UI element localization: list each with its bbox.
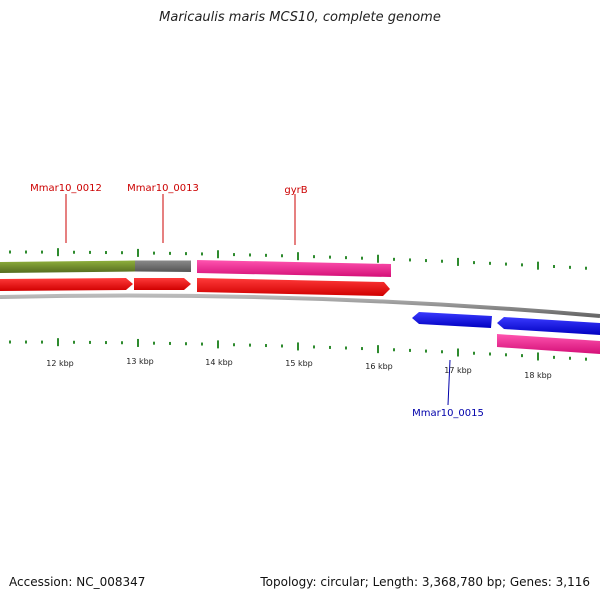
leader-mmar10-0015 [447,359,451,406]
scale-label-15kbp: 15 kbp [285,359,313,368]
footer-stats: Topology: circular; Length: 3,368,780 bp… [260,575,590,589]
scale-label-18kbp: 18 kbp [524,371,552,380]
scale-label-17kbp: 17 kbp [444,366,472,375]
cds-arrow-mmar10-0012[interactable] [0,278,133,291]
gene-label-gyrb[interactable]: gyrB [284,185,307,196]
outer-tick-ring [9,248,587,270]
cds-arrow-reverse-next[interactable] [497,317,600,335]
scale-label-12kbp: 12 kbp [46,359,74,368]
feature-block-pink[interactable] [197,260,391,277]
feature-block-green[interactable] [0,260,135,274]
gene-label-mmar10-0013[interactable]: Mmar10_0013 [127,183,199,194]
feature-block-pink-lower[interactable] [497,334,600,354]
cds-arrow-mmar10-0013[interactable] [134,278,191,290]
cds-arrow-gyrb[interactable] [197,278,390,296]
genome-backbone [0,293,600,318]
gene-label-mmar10-0015[interactable]: Mmar10_0015 [412,408,484,419]
gene-label-mmar10-0012[interactable]: Mmar10_0012 [30,183,102,194]
inner-tick-ring [9,338,587,361]
feature-block-gray[interactable] [135,260,191,273]
scale-label-14kbp: 14 kbp [205,358,233,367]
footer-accession: Accession: NC_008347 [9,575,146,589]
map-title: Maricaulis maris MCS10, complete genome [159,10,441,25]
scale-label-16kbp: 16 kbp [365,362,393,371]
cds-arrow-mmar10-0015[interactable] [412,312,492,328]
scale-label-13kbp: 13 kbp [126,357,154,366]
